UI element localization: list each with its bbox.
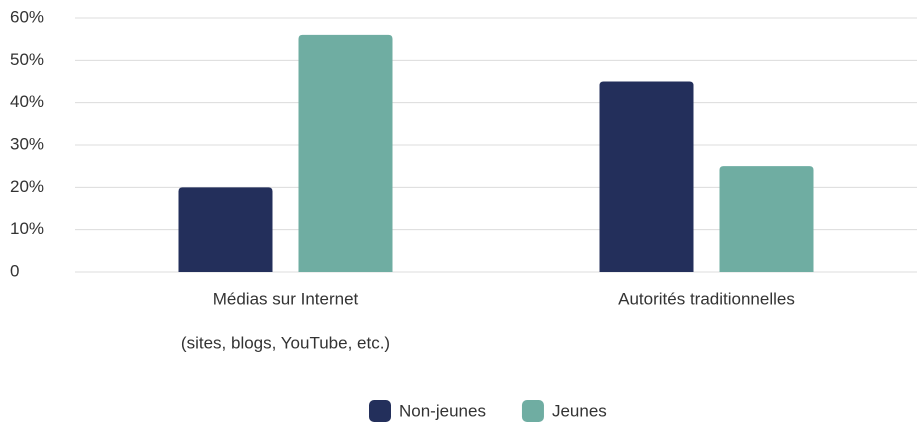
x-tick-label: Autorités traditionnelles bbox=[618, 289, 795, 308]
y-tick-label: 10% bbox=[10, 219, 44, 238]
bar bbox=[719, 166, 814, 272]
x-tick-label: Médias sur Internet bbox=[213, 289, 359, 308]
y-tick-label: 0 bbox=[10, 261, 19, 280]
bar bbox=[178, 187, 273, 272]
legend-swatch bbox=[369, 400, 391, 422]
bar bbox=[599, 81, 694, 272]
y-tick-label: 40% bbox=[10, 92, 44, 111]
legend-label: Jeunes bbox=[552, 401, 607, 420]
bar bbox=[298, 34, 393, 272]
legend-swatch bbox=[521, 400, 544, 422]
y-tick-label: 20% bbox=[10, 177, 44, 196]
y-tick-label: 50% bbox=[10, 50, 44, 69]
legend-label: Non-jeunes bbox=[399, 401, 486, 420]
y-tick-label: 30% bbox=[10, 134, 44, 153]
x-tick-label: (sites, blogs, YouTube, etc.) bbox=[181, 333, 390, 352]
y-tick-label: 60% bbox=[10, 7, 44, 26]
